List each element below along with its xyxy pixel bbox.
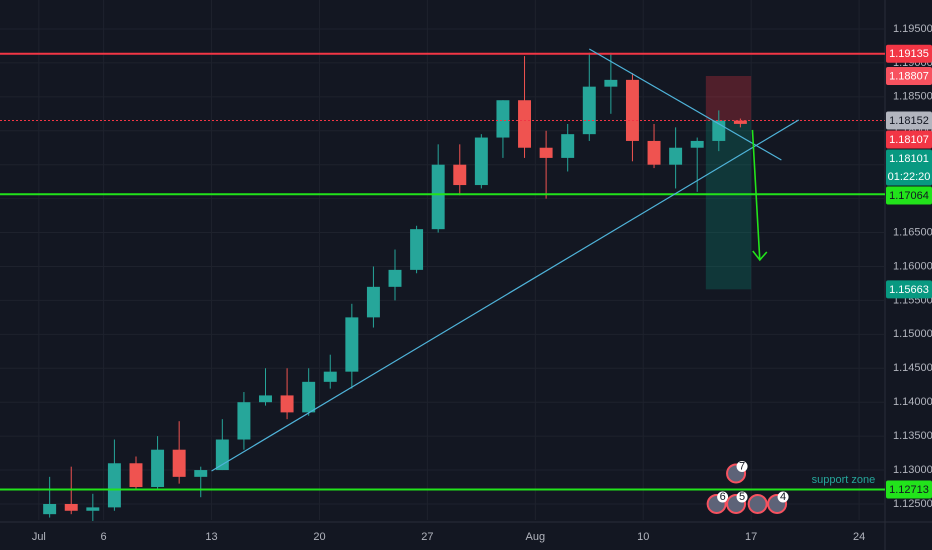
event-badge (736, 491, 748, 503)
event-icon (747, 493, 768, 514)
event-count: 7 (739, 460, 745, 472)
candle-body (582, 86, 596, 135)
candle-body (172, 449, 186, 477)
y-tick-label: 1.14000 (893, 396, 932, 408)
event-badge (777, 491, 789, 503)
candle-body (647, 140, 661, 165)
candle-body (518, 100, 531, 148)
candle-body (302, 381, 316, 413)
candle-body (215, 439, 229, 471)
y-tick-label: 1.12500 (893, 498, 932, 510)
price-tag-label: 1.18101 (889, 153, 929, 165)
y-tick-label: 1.16000 (893, 260, 932, 272)
candle-body (237, 402, 251, 440)
candle-body (64, 503, 78, 511)
candle-body (625, 79, 639, 141)
event-count: 5 (739, 491, 745, 503)
price-tag-label: 1.19135 (889, 48, 929, 60)
price-tag-label: 1.12713 (889, 484, 929, 496)
price-tag-label: 1.18107 (889, 134, 929, 146)
candle-body (690, 140, 704, 148)
price-tag (886, 130, 932, 149)
candle-body (431, 164, 445, 230)
x-tick-label: 10 (637, 531, 649, 543)
x-tick-label: 17 (745, 531, 757, 543)
x-tick-label: Aug (526, 531, 546, 543)
price-tag (886, 67, 932, 86)
x-tick-label: 13 (205, 531, 217, 543)
candle-body (345, 317, 359, 372)
countdown: 01:22:20 (888, 171, 931, 183)
candle-body (474, 137, 488, 186)
candle-body (539, 147, 553, 158)
y-tick-label: 1.18500 (893, 91, 932, 103)
candle-body (388, 269, 402, 287)
x-tick-label: 27 (421, 531, 433, 543)
y-tick-label: 1.19500 (893, 23, 932, 35)
candle-body (43, 503, 57, 515)
x-tick-label: 24 (853, 531, 865, 543)
price-tag (886, 44, 932, 63)
candle-body (366, 286, 380, 318)
candle-body (259, 395, 272, 403)
price-tag (886, 186, 932, 205)
trendline (211, 119, 799, 472)
candle-body (604, 79, 618, 87)
stop-zone (705, 76, 752, 121)
price-tag (886, 280, 932, 299)
candle-body (410, 229, 424, 270)
candle-body (194, 470, 208, 477)
x-tick-label: 6 (101, 531, 107, 543)
price-tag-label: 1.18807 (889, 70, 929, 82)
candle-body (107, 463, 121, 508)
x-tick-label: 20 (313, 531, 325, 543)
y-tick-label: 1.15000 (893, 328, 932, 340)
candle-body (151, 449, 165, 488)
target-zone (705, 120, 752, 290)
candle-body (669, 147, 683, 165)
x-tick-label: Jul (32, 531, 46, 543)
y-tick-label: 1.13500 (893, 430, 932, 442)
arrow (751, 129, 768, 262)
price-tag-label: 1.18152 (889, 115, 929, 127)
y-tick-label: 1.16500 (893, 226, 932, 238)
candle-body (733, 120, 747, 124)
event-count: 6 (720, 491, 726, 503)
candle-body (280, 395, 294, 413)
price-tag-label: 1.17064 (889, 190, 929, 202)
price-tag (886, 149, 932, 186)
y-tick-label: 1.14500 (893, 362, 932, 374)
trendline (588, 48, 782, 161)
price-tag (886, 111, 932, 130)
candle-body (453, 164, 467, 186)
candle-body (323, 371, 337, 382)
price-tag (886, 480, 932, 499)
annotation: support zone (812, 474, 876, 486)
y-tick-label: 1.13000 (893, 464, 932, 476)
event-badge (717, 491, 729, 503)
event-count: 4 (780, 491, 786, 503)
event-badge (736, 460, 748, 472)
candle-body (86, 507, 100, 511)
candle-body (496, 100, 510, 138)
price-tag-label: 1.15663 (889, 284, 929, 296)
candle-body (561, 134, 575, 158)
candle-body (129, 463, 143, 488)
